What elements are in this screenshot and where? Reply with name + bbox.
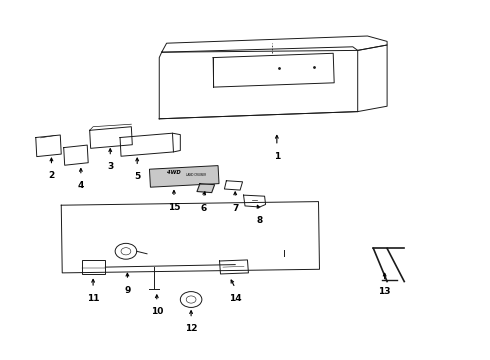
Text: 8: 8 bbox=[257, 216, 263, 225]
Polygon shape bbox=[197, 184, 215, 193]
Text: 4: 4 bbox=[77, 181, 84, 190]
Text: LAND CRUISER: LAND CRUISER bbox=[186, 173, 206, 177]
Text: 3: 3 bbox=[107, 162, 113, 171]
Text: 13: 13 bbox=[378, 287, 391, 296]
Text: 15: 15 bbox=[168, 203, 180, 212]
Text: 9: 9 bbox=[124, 286, 131, 295]
Text: 11: 11 bbox=[87, 294, 99, 303]
Text: 12: 12 bbox=[185, 324, 197, 333]
Text: 10: 10 bbox=[150, 307, 163, 316]
Text: 4WD: 4WD bbox=[167, 170, 181, 175]
Text: 14: 14 bbox=[229, 294, 242, 303]
Text: 5: 5 bbox=[134, 172, 140, 181]
Text: 2: 2 bbox=[49, 171, 54, 180]
Polygon shape bbox=[149, 166, 219, 187]
Text: 6: 6 bbox=[200, 204, 206, 213]
Text: 7: 7 bbox=[232, 204, 239, 213]
Text: 1: 1 bbox=[274, 152, 280, 161]
